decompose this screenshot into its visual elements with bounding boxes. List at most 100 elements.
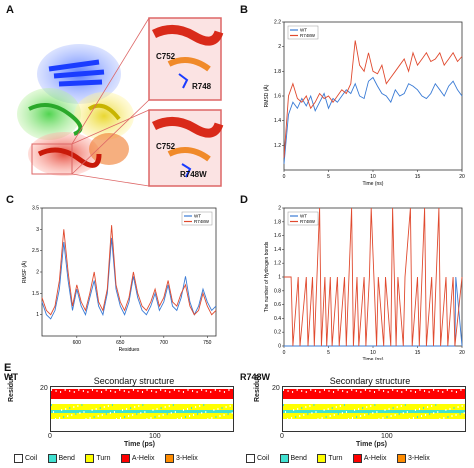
ss-speckle <box>170 412 172 414</box>
ss-speckle <box>221 407 223 409</box>
ss-speckle <box>162 414 164 416</box>
ss-speckle <box>435 404 437 406</box>
legend-turn: Turn <box>317 454 342 463</box>
ss-helix-speckle <box>305 391 307 393</box>
ss-helix-speckle <box>296 389 298 391</box>
ss-helix-speckle <box>428 391 430 393</box>
ss-speckle <box>111 404 113 406</box>
ss-helix-speckle <box>292 391 294 393</box>
rmsf-series-r748w <box>41 225 217 316</box>
ss-helix-speckle <box>314 390 316 392</box>
legend-coil: Coil <box>14 454 37 463</box>
ss-speckle <box>134 406 136 408</box>
rmsf-chart-svg: 600 650 700 750 1 1.5 2 2.5 3 3.5 Residues RMSF (Å)… <box>21 206 217 353</box>
ss-helix-speckle <box>346 391 348 393</box>
ss-speckle <box>209 410 211 412</box>
ss-helix-speckle <box>323 389 325 391</box>
ss-helix-speckle <box>196 391 198 393</box>
swatch-bend <box>47 454 57 463</box>
rmsf-legend-label: WT <box>194 214 201 219</box>
hbond-xtick-label: 15 <box>415 350 421 356</box>
ss-speckle <box>187 408 189 410</box>
rmsd-chart: 0 5 10 15 20 1.2 1.4 1.6 1.8 2 2.2 Time (ns) RMSD (Å… <box>250 12 470 188</box>
ss-speckle <box>356 416 358 418</box>
ss-speckle <box>142 404 144 406</box>
ss-turn-band-2 <box>51 413 233 419</box>
ss-speckle <box>319 410 321 412</box>
ss-helix-speckle <box>319 391 321 393</box>
protein-structure-panel: C752 R748 C752 R748W <box>4 14 224 189</box>
ss-r748w-xtick-0: 0 <box>280 433 284 440</box>
ss-speckle <box>443 417 445 419</box>
ss-helix-speckle <box>210 391 212 393</box>
ss-speckle <box>447 416 449 418</box>
ss-speckle <box>406 411 408 413</box>
ss-speckle <box>158 415 160 417</box>
ss-speckle <box>109 412 111 414</box>
rmsd-ytick-label: 1.4 <box>274 118 281 124</box>
ss-helix-speckle <box>387 391 389 393</box>
ss-wt-xlabel: Time (ps) <box>124 441 155 448</box>
ss-speckle <box>402 412 404 414</box>
ss-speckle <box>412 417 414 419</box>
ss-speckle <box>380 410 382 412</box>
hbond-xtick-label: 0 <box>283 350 286 356</box>
hbond-xlabel: Time (ns) <box>363 357 384 360</box>
ss-speckle <box>69 407 71 409</box>
hbond-legend-label: R748W <box>300 219 316 224</box>
hbond-plot-area <box>283 207 463 347</box>
ss-speckle <box>83 411 85 413</box>
ss-speckle <box>370 405 372 407</box>
ss-speckle <box>99 407 101 409</box>
ss-speckle <box>154 416 156 418</box>
ss-wt-title: Secondary structure <box>93 376 175 386</box>
ss-helix-speckle <box>132 389 134 391</box>
rmsd-xtick-label: 20 <box>459 174 465 180</box>
rmsf-ylabel: RMSF (Å) <box>21 261 28 284</box>
ss-helix-speckle <box>82 390 84 392</box>
ss-speckle <box>156 408 158 410</box>
hbond-ytick-label: 1.4 <box>274 247 281 253</box>
ss-speckle <box>349 410 351 412</box>
rmsf-ytick-label: 1.5 <box>32 291 39 297</box>
ss-speckle <box>398 413 400 415</box>
rmsd-xtick-label: 15 <box>415 174 421 180</box>
hbond-ytick-label: 1 <box>278 275 281 281</box>
ss-speckle <box>416 416 418 418</box>
ss-wt-xtick-0: 0 <box>48 433 52 440</box>
rmsd-xtick-label: 0 <box>283 174 286 180</box>
ss-coil-band <box>51 399 233 404</box>
inset-top-c752-label: C752 <box>156 52 176 61</box>
ss-speckle <box>388 408 390 410</box>
ss-r748w-xlabel: Time (ps) <box>356 441 387 448</box>
ss-helix-speckle <box>414 391 416 393</box>
ss-helix-speckle <box>451 390 453 392</box>
rmsd-ytick-label: 2 <box>278 44 281 50</box>
ss-speckle <box>61 409 63 411</box>
ss-r748w-ylabel: Residue <box>254 374 261 402</box>
hbond-ytick-label: 0.6 <box>274 302 281 308</box>
ss-helix-speckle <box>160 389 162 391</box>
ss-helix-speckle <box>101 391 103 393</box>
ss-speckle <box>335 406 337 408</box>
ss-speckle <box>213 409 215 411</box>
ss-helix-speckle <box>287 390 289 392</box>
ss-speckle <box>184 416 186 418</box>
ss-speckle <box>366 406 368 408</box>
ss-speckle <box>287 418 289 420</box>
ss-speckle <box>191 407 193 409</box>
ss-speckle <box>55 418 57 420</box>
ss-speckle <box>362 407 364 409</box>
ss-helix-speckle <box>401 391 403 393</box>
ss-speckle <box>199 405 201 407</box>
rmsd-chart-svg: 0 5 10 15 20 1.2 1.4 1.6 1.8 2 2.2 Time (ns) RMSD (Å… <box>263 20 465 188</box>
ss-speckle <box>455 414 457 416</box>
ss-speckle <box>132 414 134 416</box>
ss-helix-speckle <box>328 390 330 392</box>
inset-bottom-c752-label: C752 <box>156 142 176 151</box>
ss-helix-speckle <box>283 389 284 391</box>
ss-speckle <box>421 415 423 417</box>
ss-helix-speckle <box>128 391 130 393</box>
ss-speckle <box>317 418 319 420</box>
ss-speckle <box>463 412 465 414</box>
